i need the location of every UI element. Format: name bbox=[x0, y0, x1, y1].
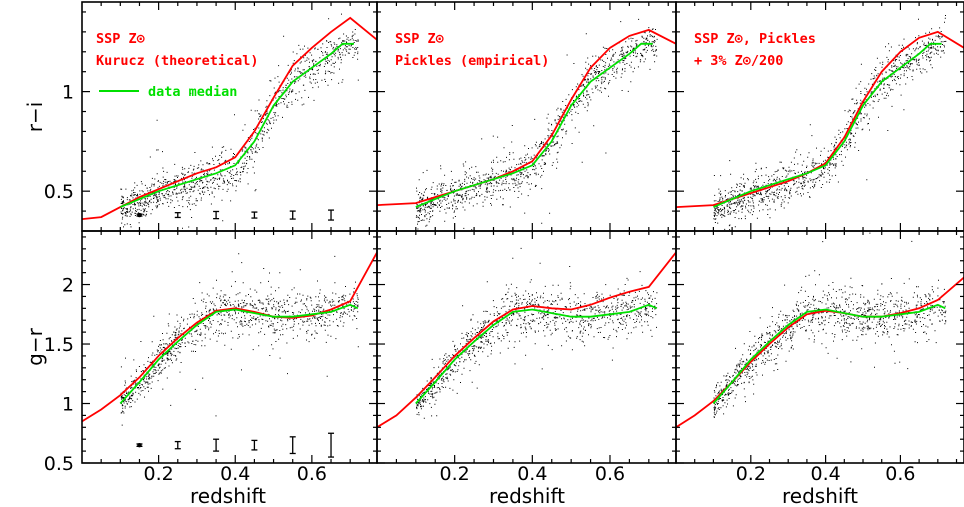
median-lines-layer bbox=[119, 42, 946, 405]
y-tick-label: 0.5 bbox=[44, 181, 74, 203]
x-axis-title-col2: redshift bbox=[489, 484, 565, 507]
error-bars-layer bbox=[136, 209, 335, 458]
legend-line-2: + 3% Z⊙/200 bbox=[694, 53, 783, 69]
model-line bbox=[675, 30, 964, 208]
model-line bbox=[81, 16, 378, 220]
y-tick-label: 1 bbox=[62, 82, 74, 104]
scatter-points-layer bbox=[120, 13, 947, 426]
scatter-points bbox=[120, 13, 359, 229]
x-axis-title-col1: redshift bbox=[190, 484, 266, 507]
panel-frame bbox=[675, 230, 964, 464]
median-line bbox=[119, 42, 354, 208]
legend-panel-3: SSP Z⊙, Pickles + 3% Z⊙/200 bbox=[694, 31, 816, 69]
y-tick-label: 1.5 bbox=[44, 334, 74, 356]
tick-labels-layer: 0.2 0.4 0.6 0.2 0.4 0.6 0.2 0.4 0.6 0.5 1 0.5 1 1.5 2 bbox=[44, 82, 916, 485]
legend-line-1: SSP Z⊙ bbox=[96, 31, 145, 47]
y-axis-title-g-r: g−r bbox=[23, 327, 47, 365]
model-line bbox=[376, 28, 677, 206]
model-line bbox=[675, 276, 964, 429]
panel-frame bbox=[376, 230, 677, 464]
median-line bbox=[415, 42, 653, 208]
legend-panel-1: SSP Z⊙ Kurucz (theoretical) data median bbox=[96, 31, 259, 100]
y-tick-label: 0.5 bbox=[44, 453, 74, 475]
scatter-points bbox=[120, 253, 359, 426]
y-tick-label: 1 bbox=[62, 394, 74, 416]
scatter-points bbox=[713, 232, 947, 418]
error-bar-point bbox=[137, 442, 142, 448]
model-line bbox=[376, 251, 677, 429]
median-line bbox=[119, 303, 359, 405]
x-tick-label: 0.4 bbox=[517, 463, 547, 485]
panel-frames-layer bbox=[81, 1, 964, 464]
median-line bbox=[712, 303, 946, 405]
model-lines-layer bbox=[81, 16, 964, 429]
x-tick-label: 0.4 bbox=[220, 463, 250, 485]
panel-frame bbox=[81, 230, 378, 464]
legend-median-label: data median bbox=[148, 84, 237, 100]
median-line bbox=[415, 303, 657, 405]
y-axis-title-r-i: r−i bbox=[23, 102, 47, 133]
legend-line-2: Kurucz (theoretical) bbox=[96, 53, 259, 69]
legend-panel-2: SSP Z⊙ Pickles (empirical) bbox=[395, 31, 549, 69]
median-line bbox=[713, 42, 942, 208]
y-tick-label: 2 bbox=[62, 275, 74, 297]
x-tick-label: 0.2 bbox=[736, 463, 766, 485]
scatter-points bbox=[416, 247, 658, 419]
x-axis-title-col3: redshift bbox=[782, 484, 858, 507]
ticks-layer bbox=[82, 2, 964, 464]
error-bar-point bbox=[137, 212, 142, 218]
legend-line-2: Pickles (empirical) bbox=[395, 53, 549, 69]
legend-line-1: SSP Z⊙, Pickles bbox=[694, 31, 816, 47]
x-tick-label: 0.2 bbox=[144, 463, 174, 485]
x-tick-label: 0.6 bbox=[595, 463, 625, 485]
x-tick-label: 0.4 bbox=[811, 463, 841, 485]
x-tick-label: 0.6 bbox=[297, 463, 327, 485]
scatter-points bbox=[713, 15, 947, 231]
scatter-points bbox=[415, 18, 658, 231]
x-tick-label: 0.2 bbox=[440, 463, 470, 485]
x-tick-label: 0.6 bbox=[885, 463, 915, 485]
legend-line-1: SSP Z⊙ bbox=[395, 31, 444, 47]
